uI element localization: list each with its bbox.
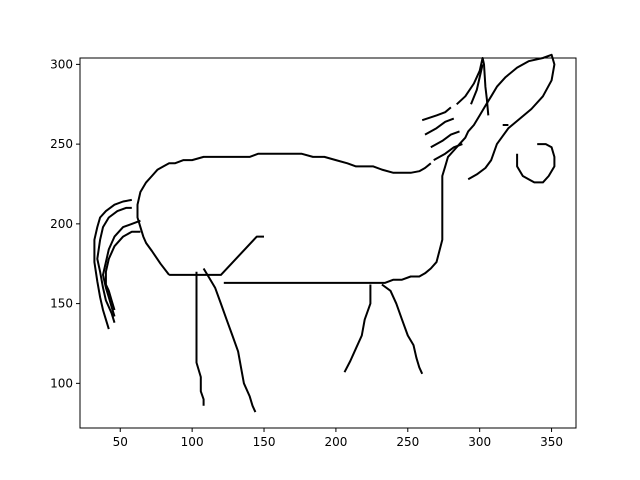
x-tick-label: 100 — [181, 435, 204, 449]
x-tick-label: 350 — [540, 435, 563, 449]
y-tick-label: 150 — [50, 297, 73, 311]
x-tick-label: 50 — [113, 435, 128, 449]
x-tick-label: 250 — [396, 435, 419, 449]
series-line-2 — [223, 53, 556, 284]
y-tick-label: 250 — [50, 137, 73, 151]
x-tick-label: 300 — [468, 435, 491, 449]
tick-layer: 50 100 150 200 250 300 350 100 150 200 250 300 — [50, 57, 563, 449]
series-line-12 — [421, 106, 452, 122]
series-line-9 — [96, 206, 132, 323]
series-line-3 — [136, 152, 432, 276]
axes-frame — [79, 57, 577, 429]
series-line-15 — [433, 143, 463, 161]
y-tick-label: 100 — [50, 376, 73, 390]
series-line-13 — [424, 117, 455, 136]
series-line-6 — [343, 284, 372, 373]
plot-background — [80, 58, 576, 428]
series-line-17 — [470, 64, 484, 105]
series-line-14 — [430, 130, 460, 149]
series-line-11 — [104, 230, 141, 311]
x-tick-label: 150 — [253, 435, 276, 449]
series-line-4 — [195, 271, 205, 406]
series-line-18 — [516, 143, 556, 184]
series-line-8 — [93, 198, 132, 330]
series-line-10 — [102, 219, 141, 317]
series-line-1 — [169, 235, 264, 276]
y-tick-label: 200 — [50, 217, 73, 231]
x-tick-label: 200 — [324, 435, 347, 449]
series-line-7 — [381, 283, 424, 375]
y-tick-label: 300 — [50, 57, 73, 71]
series-line-5 — [202, 267, 257, 413]
series-layer — [93, 53, 556, 413]
